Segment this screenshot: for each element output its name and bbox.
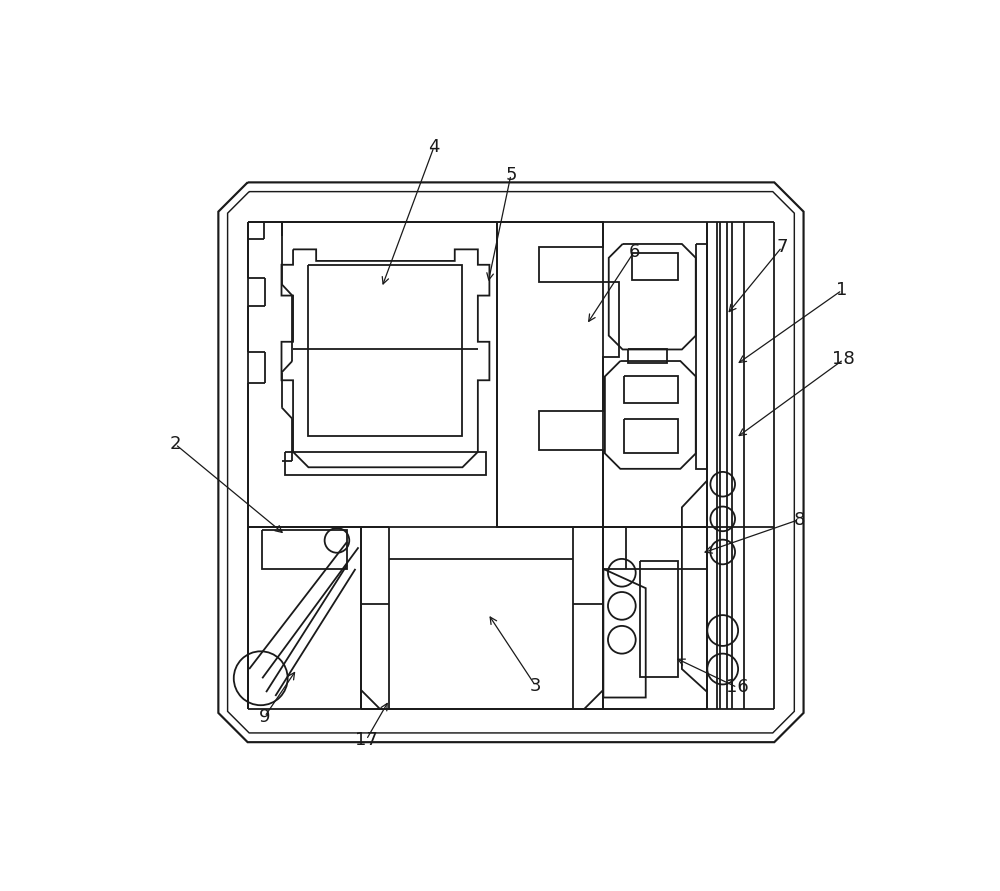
Text: 5: 5 bbox=[505, 166, 517, 184]
Text: 2: 2 bbox=[169, 435, 181, 454]
Text: 18: 18 bbox=[832, 350, 855, 369]
Text: 6: 6 bbox=[628, 242, 640, 261]
Text: 1: 1 bbox=[836, 282, 848, 299]
Text: 9: 9 bbox=[259, 707, 270, 726]
Text: 8: 8 bbox=[793, 511, 805, 528]
Text: 7: 7 bbox=[776, 238, 788, 256]
Text: 17: 17 bbox=[355, 731, 378, 748]
Text: 3: 3 bbox=[530, 677, 541, 695]
Text: 4: 4 bbox=[428, 138, 440, 156]
Text: 16: 16 bbox=[726, 679, 749, 697]
